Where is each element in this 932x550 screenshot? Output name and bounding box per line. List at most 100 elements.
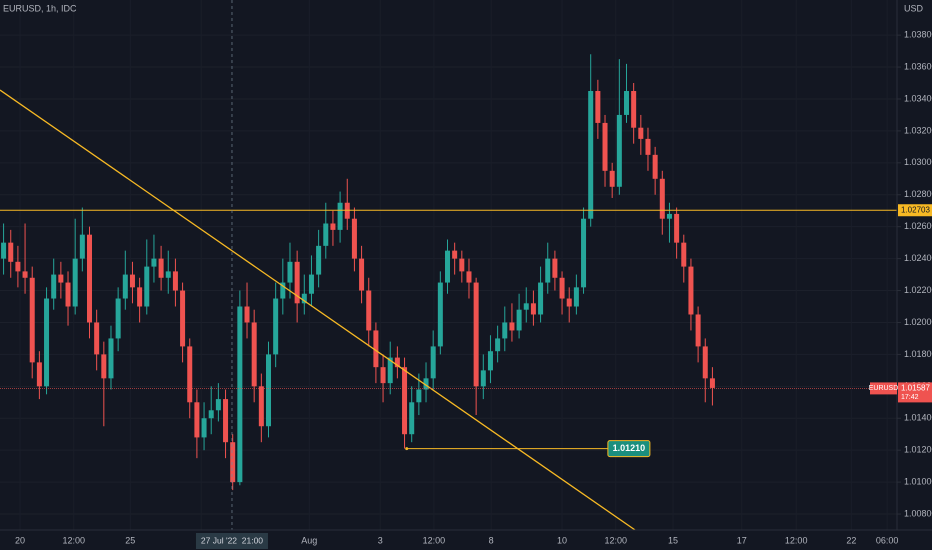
x-tick-label: 8 xyxy=(489,535,494,545)
candle-body xyxy=(201,418,207,438)
y-tick-label: 1.02600 xyxy=(904,221,932,231)
candle-body xyxy=(330,223,336,230)
y-tick-label: 1.03600 xyxy=(904,61,932,71)
y-tick-label: 1.00800 xyxy=(904,508,932,518)
candle-body xyxy=(273,298,279,355)
candle-body xyxy=(15,261,21,272)
candle-body xyxy=(287,261,293,283)
candle-body xyxy=(559,277,565,299)
x-tick-label: 10 xyxy=(557,535,567,545)
candle-body xyxy=(416,389,422,403)
candle-body xyxy=(709,378,715,388)
y-tick-label: 1.03000 xyxy=(904,157,932,167)
candle-body xyxy=(487,351,493,371)
candle-body xyxy=(180,290,186,347)
candle-body xyxy=(208,410,214,419)
candle-body xyxy=(351,218,357,259)
candle-body xyxy=(359,258,365,291)
candle-body xyxy=(495,338,501,352)
candle-body xyxy=(402,367,408,435)
candle-body xyxy=(459,258,465,272)
candle-body xyxy=(581,218,587,288)
candle-body xyxy=(151,258,157,267)
candle-body xyxy=(538,282,544,315)
candle-body xyxy=(280,282,286,299)
candle-body xyxy=(444,250,451,283)
candle-body xyxy=(144,266,150,307)
candle-body xyxy=(79,234,85,259)
candle-body xyxy=(58,274,64,283)
y-tick-label: 1.03200 xyxy=(904,125,932,135)
candle-body xyxy=(702,346,708,379)
symbol-label: EURUSD xyxy=(869,385,899,392)
plot-area: 1.01210 xyxy=(0,0,897,530)
callout-label: 1.01210 xyxy=(613,443,646,453)
candle-body xyxy=(294,261,300,304)
candle-body xyxy=(251,322,257,387)
candle-body xyxy=(387,357,393,384)
candle-body xyxy=(530,303,536,315)
candle-body xyxy=(215,399,221,411)
y-tick-label: 1.01000 xyxy=(904,476,932,486)
candle-body xyxy=(609,170,615,187)
candle-body xyxy=(172,271,178,291)
x-tick-label: 3 xyxy=(378,535,383,545)
candle-body xyxy=(158,258,164,278)
horizontal-line-tag xyxy=(898,204,932,217)
candle-body xyxy=(409,402,415,435)
candle-body xyxy=(187,346,193,403)
candle-body xyxy=(323,223,329,246)
horizontal-line-label: 1.02703 xyxy=(901,205,930,214)
crosshair-label: 27 Jul '22 21:00 xyxy=(201,535,263,545)
candle-body xyxy=(430,346,436,379)
y-tick-label: 1.03400 xyxy=(904,93,932,103)
candle-body xyxy=(230,442,236,483)
candle-body xyxy=(623,90,630,115)
candle-body xyxy=(638,127,644,139)
x-tick-label: 12:00 xyxy=(423,535,446,545)
candle-body xyxy=(595,90,601,123)
candle-body xyxy=(394,357,400,368)
candle-body xyxy=(244,306,250,323)
candle-body xyxy=(659,178,665,219)
candle-body xyxy=(86,234,93,323)
candle-body xyxy=(466,271,472,283)
countdown-label: 17:42 xyxy=(901,394,919,401)
candle-body xyxy=(94,322,100,355)
candle-body xyxy=(631,90,637,128)
candle-body xyxy=(681,242,687,267)
candle-body xyxy=(29,277,35,363)
x-tick-label: 12:00 xyxy=(62,535,85,545)
candle-body xyxy=(380,367,386,384)
candle-body xyxy=(8,242,14,262)
candle-body xyxy=(688,266,694,315)
candle-body xyxy=(674,213,680,243)
callout-anchor xyxy=(405,447,409,451)
candle-body xyxy=(44,298,50,387)
candle-body xyxy=(165,271,171,278)
candle-body xyxy=(1,242,7,259)
price-tag xyxy=(898,382,932,403)
y-tick-label: 1.01400 xyxy=(904,413,932,423)
candle-body xyxy=(566,298,572,307)
crosshair-tag xyxy=(195,533,268,549)
price-label: 1.01587 xyxy=(901,384,930,393)
y-tick-label: 1.02000 xyxy=(904,317,932,327)
candle-body xyxy=(545,258,551,283)
y-tick-label: 1.03800 xyxy=(904,29,932,39)
candle-body xyxy=(516,309,522,331)
candle-body xyxy=(137,287,143,307)
candle-body xyxy=(666,213,672,219)
candle-body xyxy=(22,271,28,278)
chart-title: EURUSD, 1h, IDC xyxy=(3,3,77,13)
candle-body xyxy=(101,354,107,379)
candle-body xyxy=(337,202,343,230)
candle-body xyxy=(115,298,121,339)
candle-body xyxy=(122,274,128,299)
callout-box xyxy=(607,440,651,458)
candle-body xyxy=(473,282,479,387)
candle-body xyxy=(573,287,579,307)
candle-body xyxy=(509,322,515,331)
y-tick-label: 1.02200 xyxy=(904,285,932,295)
